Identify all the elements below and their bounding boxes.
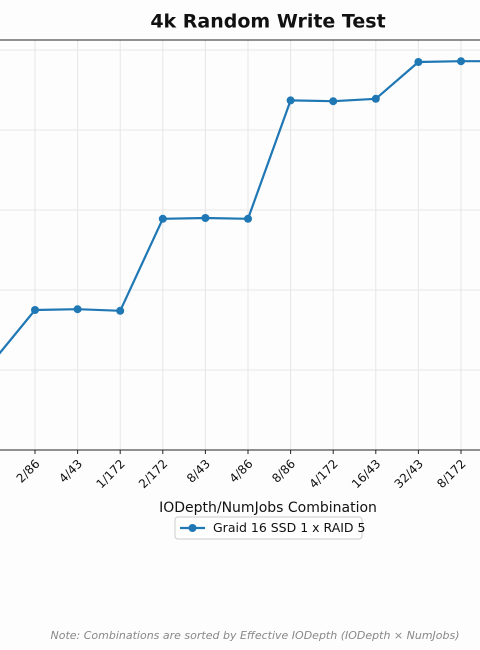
x-tick-label: 1/172	[93, 457, 127, 491]
point	[201, 214, 210, 222]
x-tick-label: 16/43	[349, 457, 383, 491]
x-tick-label: 4/43	[56, 457, 85, 486]
legend-box	[174, 516, 363, 540]
point	[371, 94, 380, 103]
x-tick-label: 2/86	[14, 457, 43, 486]
point	[116, 306, 125, 315]
x-tick-label: 2/172	[136, 457, 170, 491]
x-tick-label: 4/172	[306, 457, 340, 491]
point	[73, 305, 82, 314]
series-line	[0, 60, 480, 355]
legend-marker	[188, 524, 197, 532]
point	[329, 97, 338, 106]
chart-title: 4k Random Write Test	[150, 11, 385, 33]
x-tick-label: 8/86	[269, 457, 298, 486]
legend-label: Graid 16 SSD 1 x RAID 5	[213, 520, 365, 535]
note: Note: Combinations are sorted by Effecti…	[50, 629, 459, 642]
legend: Graid 16 SSD 1 x RAID 5	[174, 516, 365, 540]
x-tick-label: 8/172	[434, 457, 468, 491]
x-tick-label: 8/43	[184, 457, 213, 486]
point	[414, 58, 423, 66]
x-tick-label: 32/43	[392, 457, 426, 491]
point	[158, 214, 167, 223]
x-axis-label: IODepth/NumJobs Combination	[159, 500, 377, 516]
point	[244, 214, 252, 223]
point	[286, 96, 295, 105]
point	[31, 306, 39, 314]
x-tick-label: 4/86	[227, 457, 256, 486]
point	[457, 57, 465, 66]
